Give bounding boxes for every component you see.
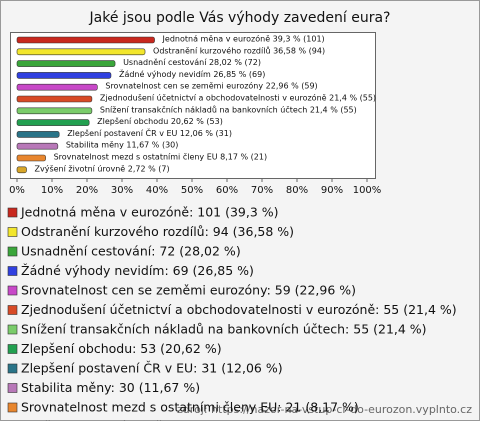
bar — [16, 36, 155, 44]
legend-swatch — [7, 363, 18, 374]
legend-swatch — [7, 207, 18, 218]
legend-label: Usnadnění cestování: 72 (28,02 %) — [21, 244, 241, 259]
source: zdroj: https://nazor-na-vstup-cr-do-euro… — [177, 403, 472, 416]
value-label: Stabilita měny 11,67 % (30) — [66, 141, 179, 150]
x-tick-label: 50% — [181, 185, 203, 196]
value-label: Jednotná měna v eurozóně 39,3 % (101) — [162, 34, 325, 44]
legend-label: Snížení transakčních nákladů na bankovní… — [21, 322, 427, 337]
legend-label: Zjednodušení účetnictví a obchodovatelno… — [21, 302, 457, 317]
legend-swatch — [7, 324, 18, 335]
value-label: Odstranění kurzového rozdílů 36,58 % (94… — [153, 45, 325, 55]
value-label: Srovnatelnost cen se zeměmi eurozóny 22,… — [105, 81, 317, 91]
x-tick-label: 100% — [353, 185, 382, 196]
bar — [16, 60, 116, 67]
plot-area — [10, 32, 376, 179]
legend-swatch — [7, 246, 18, 257]
x-tick-label: 80% — [286, 185, 308, 196]
legend-label: Zlepšení postavení ČR v EU: 31 (12,06 %) — [21, 361, 283, 376]
value-label: Usnadnění cestování 28,02 % (72) — [123, 58, 261, 67]
bar — [16, 95, 93, 103]
legend-label: Odstranění kurzového rozdílů: 94 (36,58 … — [21, 224, 294, 239]
legend-swatch — [7, 305, 18, 315]
legend-swatch — [7, 266, 18, 276]
x-tick-label: 10% — [41, 185, 63, 196]
bar — [16, 83, 98, 91]
value-label: Srovnatelnost mezd s ostatními členy EU … — [54, 152, 268, 162]
legend-label: Žádné výhody nevidím: 69 (26,85 %) — [21, 263, 254, 278]
value-label: Snížení transakčních nákladů na bankovní… — [100, 104, 357, 114]
legend-label: Zlepšení obchodu: 53 (20,62 %) — [21, 341, 222, 356]
legend-swatch — [7, 285, 18, 296]
x-tick-label: 20% — [76, 185, 98, 196]
x-tick-label: 70% — [251, 185, 273, 196]
bar — [16, 72, 112, 79]
x-tick-label: 90% — [321, 185, 343, 196]
legend-label: Srovnatelnost mezd s ostatními členy EU:… — [21, 400, 359, 415]
chart-title: Jaké jsou podle Vás výhody zavedení eura… — [89, 10, 391, 26]
value-label: Zlepšení obchodu 20,62 % (53) — [97, 116, 223, 126]
value-label: Zjednodušení účetnictví a obchodovatelno… — [100, 93, 376, 103]
bar — [16, 131, 60, 138]
bar — [16, 166, 27, 174]
bar — [16, 48, 146, 56]
legend-label: Zvýšení životní úrovně: 7 (2,72 %) — [21, 419, 236, 421]
x-tick-label: 40% — [146, 185, 168, 196]
value-label: Žádné výhody nevidím 26,85 % (69) — [119, 68, 265, 79]
legend-swatch — [7, 402, 18, 413]
legend-swatch — [7, 344, 18, 354]
bar — [16, 142, 59, 150]
x-tick-label: 0% — [9, 185, 25, 196]
value-label: Zvýšení životní úrovně 2,72 % (7) — [35, 163, 170, 173]
legend-label: Srovnatelnost cen se zeměmi eurozóny: 59… — [21, 283, 356, 298]
x-tick-label: 30% — [111, 185, 133, 196]
bar — [16, 107, 93, 115]
legend-label: Stabilita měny: 30 (11,67 %) — [21, 380, 200, 395]
value-label: Zlepšení postavení ČR v EU 12,06 % (31) — [67, 127, 232, 138]
bar — [16, 119, 90, 126]
bar — [16, 154, 46, 162]
x-tick-label: 60% — [216, 185, 238, 196]
legend-label: Jednotná měna v eurozóně: 101 (39,3 %) — [20, 205, 279, 220]
legend-swatch — [7, 227, 18, 237]
legend-swatch — [7, 383, 18, 393]
